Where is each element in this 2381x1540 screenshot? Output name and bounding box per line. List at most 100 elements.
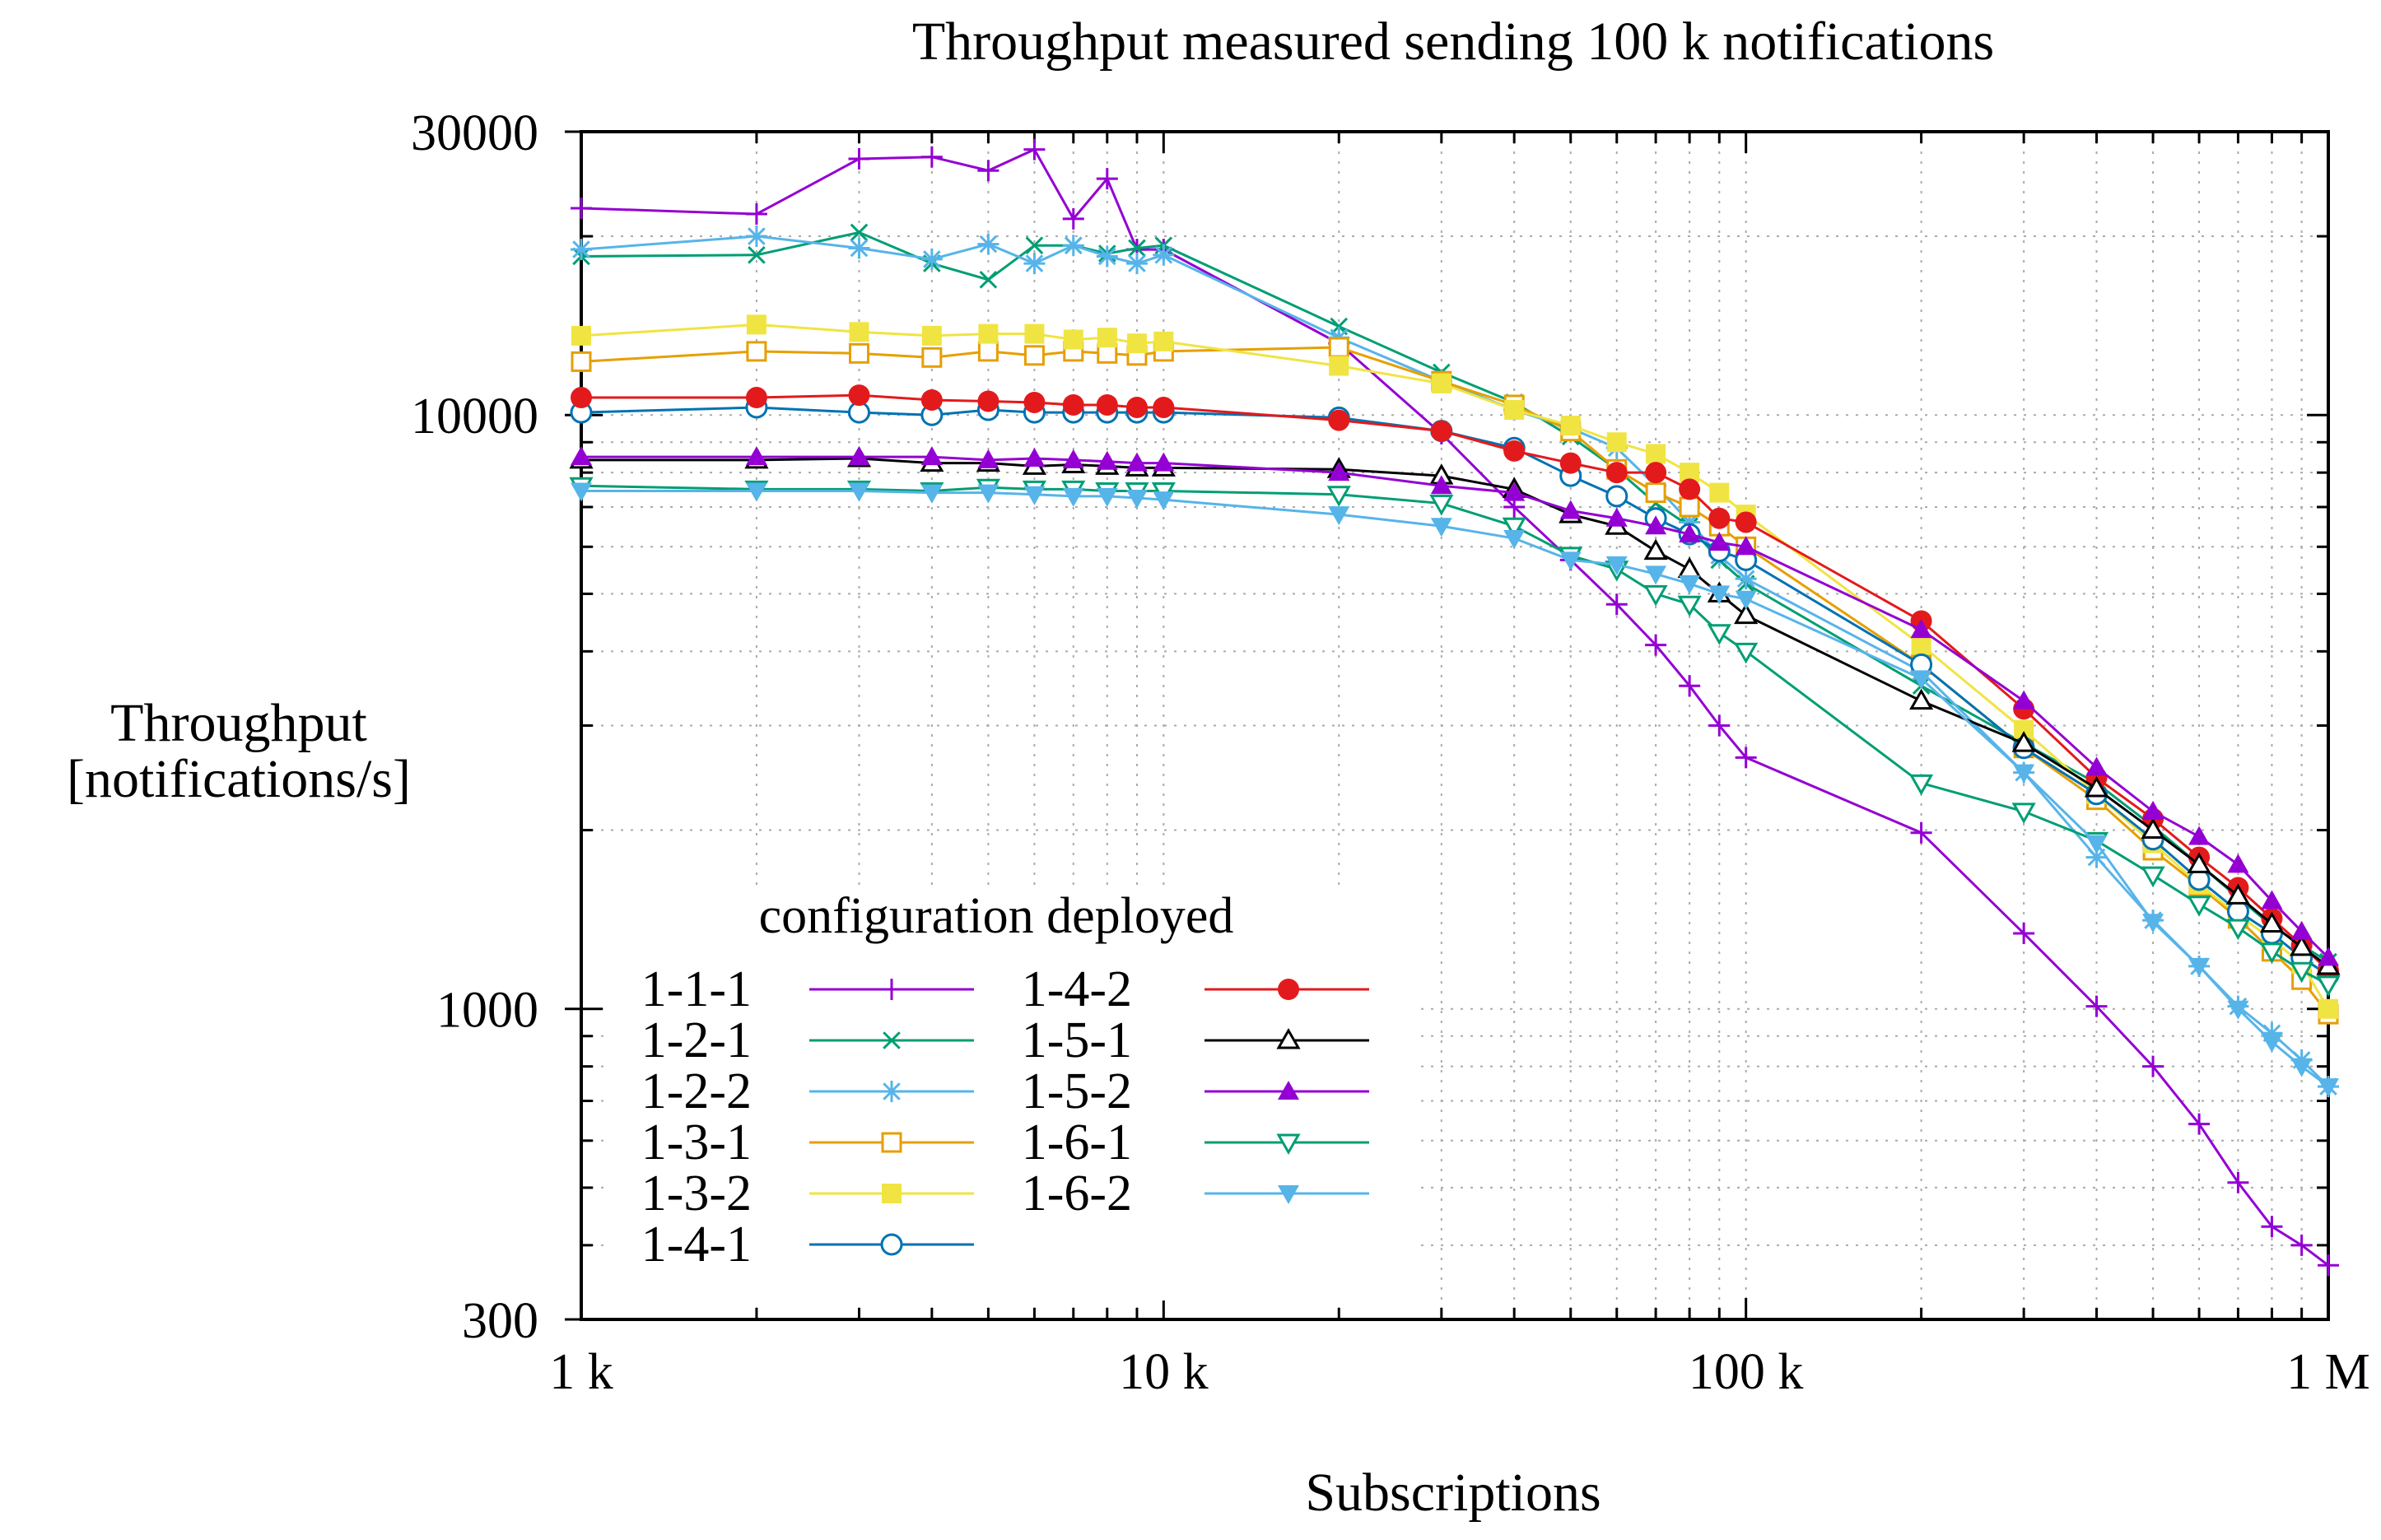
data-point-1-1-1-6 (1062, 207, 1084, 230)
series-line-1-1-1 (580, 147, 2329, 1267)
data-point-1-6-2-13 (1559, 551, 1582, 571)
data-point-1-1-1-14 (1605, 593, 1628, 616)
data-point-1-4-2-3 (920, 388, 943, 411)
series-line-1-5-1 (581, 457, 2329, 968)
data-point-1-5-2-24 (2227, 854, 2249, 873)
legend-item-1-3-2: 1-3-2 (641, 1165, 974, 1221)
data-point-1-6-1-15 (1643, 584, 1668, 607)
y-tick-label: 10000 (411, 388, 538, 444)
data-point-1-5-2-6 (1062, 449, 1084, 468)
data-point-1-2-1-1 (748, 245, 766, 264)
data-point-1-5-2-7 (1096, 450, 1118, 470)
series-lines (569, 138, 2341, 1277)
data-point-1-5-2-15 (1645, 515, 1667, 535)
data-point-1-1-1-7 (1096, 168, 1118, 190)
data-point-1-6-1-23 (2187, 896, 2211, 917)
data-point-1-3-1-10 (1328, 337, 1349, 358)
data-point-1-3-2-9 (1153, 331, 1174, 351)
data-point-1-6-2-21 (2085, 835, 2108, 854)
data-point-1-6-2-26 (2290, 1058, 2313, 1077)
x-axis-label: Subscriptions (1305, 1463, 1601, 1523)
data-point-1-6-2-6 (1062, 487, 1084, 507)
data-point-1-4-2-8 (1125, 396, 1148, 418)
data-point-1-5-1-23 (2187, 852, 2211, 873)
data-point-1-3-2-14 (1606, 432, 1627, 453)
series-line-1-4-1 (580, 406, 2329, 976)
data-point-1-3-1-2 (848, 342, 869, 364)
legend-item-1-2-1: 1-2-1 (641, 1012, 974, 1068)
data-point-1-6-1-26 (2290, 961, 2314, 984)
data-point-1-5-1-25 (2259, 911, 2285, 933)
legend-item-1-6-2: 1-6-2 (1022, 1165, 1369, 1221)
data-point-1-6-2-17 (1708, 585, 1731, 605)
y-tick-label: 1000 (436, 983, 538, 1039)
legend-label: 1-4-2 (1022, 961, 1132, 1017)
legend-item-1-5-2: 1-5-2 (1022, 1063, 1369, 1119)
data-point-1-1-1-19 (1910, 821, 1932, 844)
data-point-1-5-2-3 (920, 446, 943, 466)
data-point-1-3-2-10 (1329, 356, 1349, 376)
data-point-1-6-1-18 (1734, 642, 1759, 664)
legend-marker (1276, 1133, 1301, 1156)
data-point-1-6-1-20 (2011, 803, 2036, 824)
data-point-1-4-2-2 (848, 384, 870, 407)
data-point-1-1-1-22 (2142, 1055, 2164, 1077)
legend-marker (882, 1184, 902, 1203)
data-point-1-5-2-27 (2318, 947, 2339, 966)
data-point-1-3-1-1 (746, 341, 767, 362)
legend-item-1-5-1: 1-5-1 (1022, 1012, 1369, 1068)
data-point-1-4-2-13 (1559, 452, 1582, 474)
data-point-1-6-2-12 (1503, 530, 1526, 550)
axis-ticks: 300 1000 10000 30000 1 k 10 k 100 k 1 M (411, 105, 2370, 1400)
legend-label: 1-5-2 (1022, 1063, 1132, 1119)
data-point-1-3-2-4 (978, 323, 999, 344)
x-tick-label: 1 M (2286, 1344, 2370, 1400)
series-line-1-4-2 (581, 393, 2330, 972)
data-point-1-1-1-4 (977, 160, 999, 182)
data-point-1-1-1-20 (2013, 923, 2035, 945)
data-point-1-2-2-16 (1679, 511, 1701, 533)
data-point-1-2-2-2 (848, 237, 870, 259)
legend-item-1-4-2: 1-4-2 (1022, 961, 1369, 1017)
data-point-1-6-2-3 (920, 484, 943, 504)
data-point-1-3-2-15 (1646, 444, 1666, 464)
data-point-1-6-2-5 (1023, 486, 1046, 505)
data-point-1-2-2-5 (1023, 253, 1046, 275)
legend-marker (1276, 1027, 1301, 1049)
data-point-1-6-2-1 (745, 482, 767, 502)
legend-marker (880, 1233, 903, 1256)
data-point-1-4-2-1 (745, 387, 767, 409)
data-point-1-5-2-2 (848, 446, 870, 466)
data-point-1-6-1-17 (1707, 624, 1731, 645)
legend-label: 1-6-2 (1022, 1165, 1132, 1221)
data-point-1-6-2-23 (2188, 957, 2211, 977)
data-point-1-2-2-4 (977, 233, 999, 255)
data-point-1-2-2-3 (920, 248, 943, 270)
y-axis-label-line1: Throughput (110, 693, 367, 753)
data-point-1-6-2-20 (2013, 764, 2035, 784)
data-point-1-4-2-5 (1023, 391, 1046, 413)
series-line-1-6-2 (581, 489, 2329, 1088)
data-point-1-2-2-0 (571, 239, 592, 261)
legend-label: 1-5-1 (1022, 1012, 1132, 1068)
data-point-1-4-2-12 (1503, 440, 1526, 462)
data-point-1-5-2-17 (1708, 532, 1731, 551)
data-point-1-3-2-2 (849, 322, 869, 342)
data-point-1-3-2-12 (1504, 400, 1525, 421)
data-point-1-3-2-6 (1063, 329, 1083, 350)
legend-marker (881, 979, 902, 1000)
data-point-1-5-2-5 (1023, 448, 1046, 468)
data-point-1-5-2-22 (2142, 800, 2164, 820)
data-point-1-4-2-0 (571, 387, 592, 409)
data-point-1-6-1-25 (2259, 942, 2285, 964)
legend: configuration deployed 1-1-11-2-11-2-21-… (609, 888, 1416, 1300)
data-point-1-1-1-16 (1679, 675, 1701, 697)
series-line-1-3-1 (580, 346, 2330, 1015)
data-point-1-3-2-7 (1097, 328, 1117, 348)
data-point-1-5-1-18 (1734, 603, 1759, 625)
y-tick-label: 30000 (411, 105, 538, 161)
legend-item-1-6-1: 1-6-1 (1022, 1114, 1369, 1170)
legend-label: 1-3-2 (641, 1165, 752, 1221)
data-point-1-1-1-27 (2318, 1254, 2339, 1277)
legend-marker (883, 1031, 901, 1049)
